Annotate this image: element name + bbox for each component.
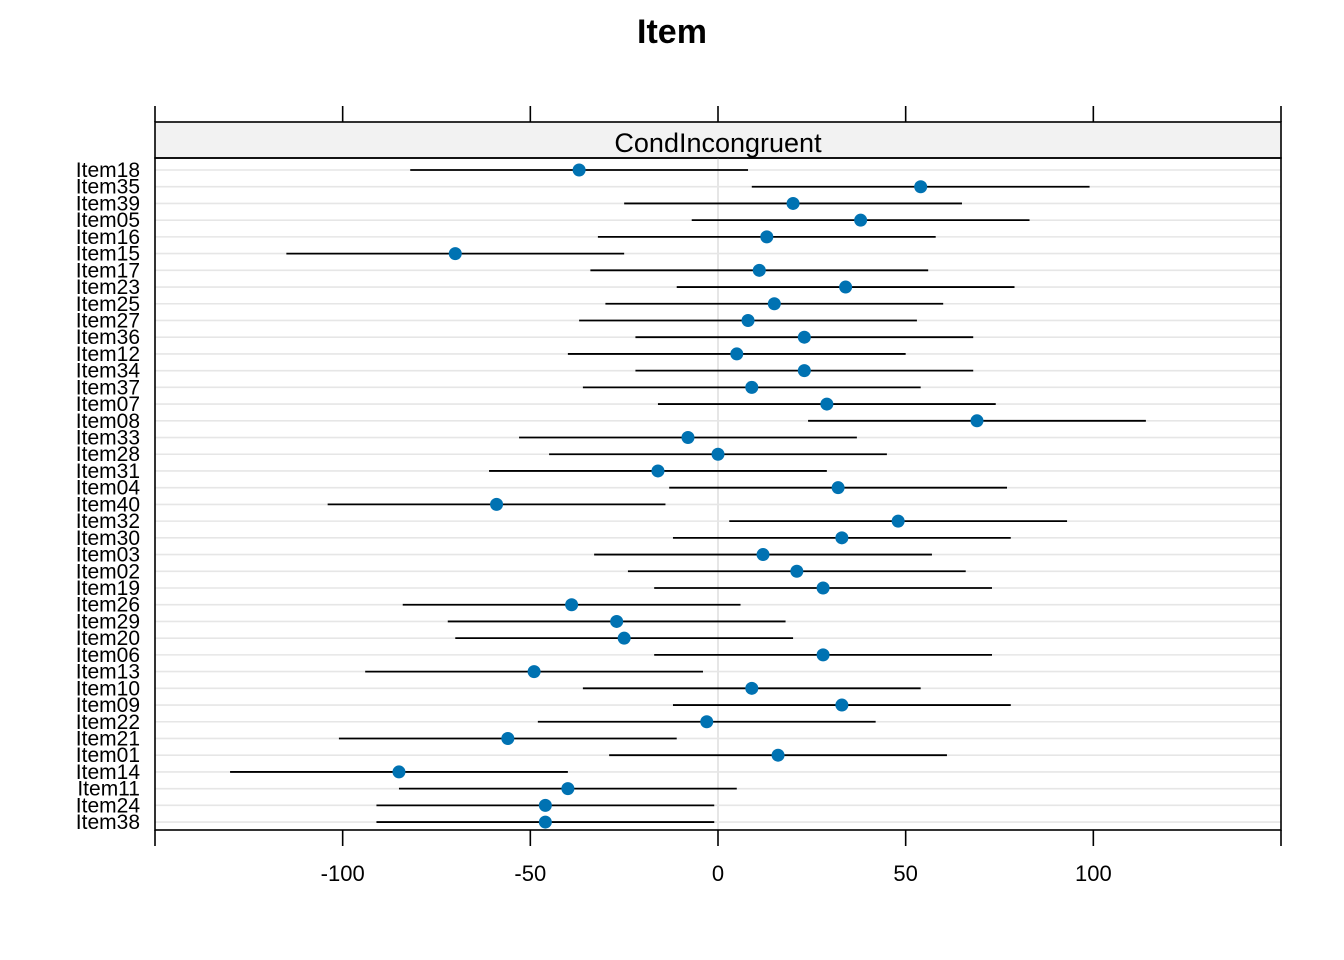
- data-point: [760, 230, 774, 244]
- data-point: [752, 263, 766, 277]
- category-label: Item28: [76, 443, 140, 466]
- category-label: Item20: [76, 627, 140, 650]
- category-label: Item34: [76, 360, 141, 383]
- data-point: [711, 447, 725, 461]
- x-tick-label: 100: [1075, 861, 1112, 886]
- data-point: [831, 481, 845, 495]
- category-label: Item24: [76, 794, 141, 817]
- category-labels: Item18Item35Item39Item05Item16Item15Item…: [76, 159, 141, 834]
- category-label: Item33: [76, 427, 140, 450]
- category-label: Item21: [76, 727, 140, 750]
- data-point: [835, 531, 849, 545]
- data-point: [854, 213, 868, 227]
- data-point: [816, 648, 830, 662]
- data-point: [561, 782, 575, 796]
- data-point: [610, 614, 624, 628]
- category-label: Item07: [76, 393, 140, 416]
- data-point: [741, 313, 755, 327]
- category-label: Item08: [76, 410, 140, 433]
- data-point: [448, 247, 462, 261]
- x-tick-label: 0: [712, 861, 724, 886]
- data-point: [565, 598, 579, 612]
- category-label: Item02: [76, 560, 140, 583]
- category-label: Item38: [76, 811, 140, 834]
- data-point: [820, 397, 834, 411]
- chart-title: Item: [637, 13, 707, 51]
- category-label: Item04: [76, 477, 141, 500]
- panel-strip-label: CondIncongruent: [614, 128, 822, 158]
- data-point: [835, 698, 849, 712]
- category-label: Item10: [76, 677, 140, 700]
- category-label: Item29: [76, 610, 140, 633]
- category-label: Item17: [76, 259, 140, 282]
- category-label: Item37: [76, 376, 140, 399]
- data-point: [651, 464, 665, 478]
- category-label: Item18: [76, 159, 140, 182]
- bottom-axis: -100 -50 0 50 100: [154, 830, 1282, 886]
- category-label: Item22: [76, 711, 140, 734]
- data-point: [527, 665, 541, 679]
- data-point: [790, 564, 804, 578]
- data-point: [745, 681, 759, 695]
- category-label: Item15: [76, 243, 140, 266]
- category-label: Item30: [76, 527, 140, 550]
- category-label: Item23: [76, 276, 140, 299]
- data-point: [797, 330, 811, 344]
- data-point: [756, 548, 770, 562]
- category-label: Item31: [76, 460, 140, 483]
- category-label: Item12: [76, 343, 140, 366]
- top-axis: [154, 106, 1282, 122]
- panel-strip: CondIncongruent: [154, 121, 1282, 159]
- data-point: [572, 163, 586, 177]
- data-point: [745, 380, 759, 394]
- data-point: [771, 748, 785, 762]
- category-label: Item14: [76, 761, 141, 784]
- category-label: Item40: [76, 493, 140, 516]
- estimate-points: [392, 163, 984, 829]
- x-tick-label: -100: [321, 861, 365, 886]
- category-label: Item27: [76, 309, 140, 332]
- interval-lines: [230, 169, 1146, 823]
- data-point: [538, 815, 552, 829]
- category-label: Item11: [77, 778, 140, 801]
- data-point: [839, 280, 853, 294]
- category-label: Item05: [76, 209, 140, 232]
- data-point: [970, 414, 984, 428]
- data-point: [730, 347, 744, 361]
- x-tick-label: -50: [514, 861, 546, 886]
- category-label: Item09: [76, 694, 140, 717]
- data-point: [767, 297, 781, 311]
- category-label: Item39: [76, 192, 140, 215]
- data-point: [681, 431, 695, 445]
- category-label: Item16: [76, 226, 140, 249]
- category-label: Item19: [76, 577, 140, 600]
- data-point: [914, 180, 928, 194]
- data-point: [617, 631, 631, 645]
- data-point: [490, 497, 504, 511]
- data-point: [891, 514, 905, 528]
- data-point: [392, 765, 406, 779]
- category-label: Item06: [76, 644, 140, 667]
- category-label: Item01: [76, 744, 140, 767]
- category-label: Item13: [76, 661, 140, 684]
- category-label: Item35: [76, 176, 140, 199]
- category-label: Item25: [76, 293, 140, 316]
- data-point: [786, 196, 800, 210]
- data-point: [700, 715, 714, 729]
- data-point: [816, 581, 830, 595]
- x-tick-label: 50: [893, 861, 917, 886]
- category-label: Item32: [76, 510, 140, 533]
- data-point: [501, 731, 515, 745]
- category-label: Item03: [76, 544, 140, 567]
- category-label: Item26: [76, 594, 140, 617]
- data-point: [538, 798, 552, 812]
- data-point: [797, 364, 811, 378]
- category-label: Item36: [76, 326, 140, 349]
